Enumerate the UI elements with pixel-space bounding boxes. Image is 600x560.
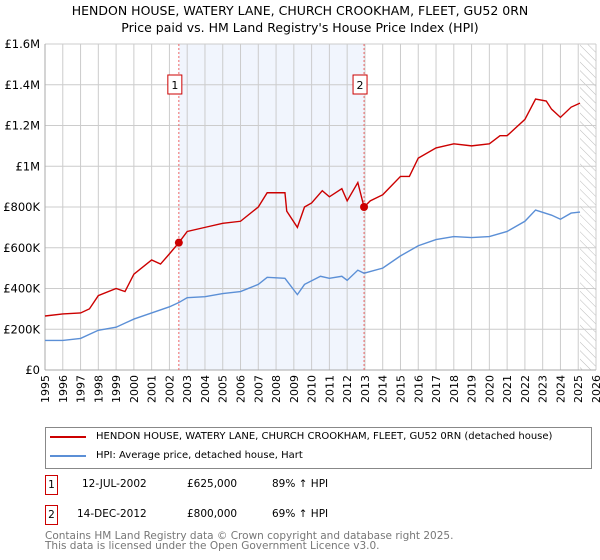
y-tick-label: £800K [3, 200, 40, 214]
y-tick-label: £400K [3, 282, 40, 296]
sale-point [174, 238, 183, 247]
x-tick-label: 2018 [448, 375, 461, 403]
y-tick-label: £200K [3, 322, 40, 336]
footer-line-1: Contains HM Land Registry data © Crown c… [45, 530, 454, 542]
x-tick-label: 1995 [39, 375, 52, 403]
marker-badge [352, 74, 368, 95]
marker-badge [167, 74, 183, 95]
x-tick-label: 2001 [146, 375, 159, 403]
marker-label: 1 [171, 79, 178, 92]
x-tick-label: 2000 [128, 375, 141, 403]
x-tick-label: 2014 [377, 375, 390, 403]
y-tick-label: £1.6M [4, 37, 40, 51]
footer-line-2: This data is licensed under the Open Gov… [45, 540, 380, 552]
transaction-price: £800,000 [187, 508, 238, 520]
y-tick-label: £1M [15, 159, 40, 173]
x-tick-label: 1996 [57, 375, 70, 403]
x-tick-label: 1998 [92, 375, 105, 403]
series-line [44, 98, 581, 317]
legend-label-hpi: HPI: Average price, detached house, Hart [96, 450, 303, 461]
legend: HENDON HOUSE, WATERY LANE, CHURCH CROOKH… [45, 427, 592, 469]
x-tick-label: 2013 [359, 375, 372, 403]
footer: Contains HM Land Registry data © Crown c… [45, 530, 454, 552]
transaction-row: 1 12-JUL-2002 £625,000 89% ↑ HPI [45, 475, 445, 495]
x-tick-label: 2023 [537, 375, 550, 403]
transaction-date: 14-DEC-2012 [77, 508, 147, 520]
x-tick-label: 2015 [394, 375, 407, 403]
plot-area: 1995 1996 1997 1998 1999 2000 2001 2002 2003 2004… [3, 37, 600, 403]
x-tick-label: 2022 [519, 375, 532, 403]
marker-badge: 1 [45, 475, 58, 495]
legend-label-property: HENDON HOUSE, WATERY LANE, CHURCH CROOKH… [96, 431, 553, 442]
x-tick-label: 2007 [252, 375, 265, 403]
y-tick-label: £1.4M [4, 78, 40, 92]
x-tick-label: 2019 [466, 375, 479, 403]
x-tick-label: 2006 [235, 375, 248, 403]
y-tick-label: £600K [3, 241, 40, 255]
x-tick-label: 1997 [75, 375, 88, 403]
x-tick-label: 2025 [572, 375, 585, 403]
legend-blue-line [50, 454, 86, 457]
x-tick-label: 2011 [323, 375, 336, 403]
marker-badge: 2 [45, 505, 58, 525]
x-tick-label: 2012 [341, 375, 354, 403]
x-tick-label: 2026 [590, 375, 600, 403]
x-tick-label: 2004 [199, 375, 212, 403]
x-tick-label: 1999 [110, 375, 123, 403]
x-tick-label: 2024 [554, 375, 567, 403]
x-tick-label: 2010 [306, 375, 319, 403]
chart-title: HENDON HOUSE, WATERY LANE, CHURCH CROOKH… [71, 3, 529, 18]
sale-point [360, 203, 369, 211]
transaction-row: 2 14-DEC-2012 £800,000 69% ↑ HPI [45, 505, 445, 525]
y-tick-label: £1.2M [4, 119, 40, 133]
x-tick-label: 2002 [163, 375, 176, 403]
x-tick-label: 2005 [217, 375, 230, 403]
marker-label: 2 [357, 79, 364, 92]
transaction-price: £625,000 [187, 478, 238, 490]
x-tick-label: 2008 [270, 375, 283, 403]
transaction-hpi: 89% ↑ HPI [272, 478, 329, 490]
x-tick-label: 2020 [483, 375, 496, 403]
series-line [45, 209, 581, 342]
chart-subtitle: Price paid vs. HM Land Registry's House … [121, 20, 479, 35]
x-tick-label: 2017 [430, 375, 443, 403]
legend-red-line [50, 435, 86, 438]
x-tick-label: 2021 [501, 375, 514, 403]
x-tick-label: 2003 [181, 375, 194, 403]
transaction-date: 12-JUL-2002 [82, 478, 147, 490]
y-tick-label: £0 [25, 363, 40, 377]
transaction-hpi: 69% ↑ HPI [272, 508, 329, 520]
x-tick-label: 2016 [412, 375, 425, 403]
x-tick-label: 2009 [288, 375, 301, 403]
